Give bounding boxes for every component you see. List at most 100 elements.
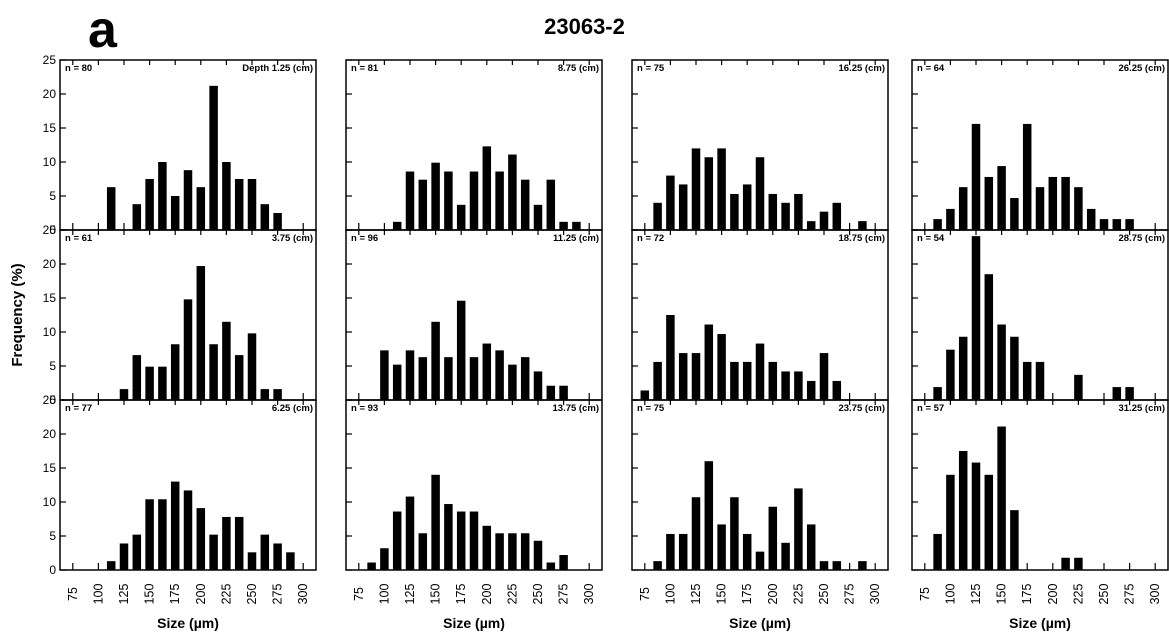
bar [209, 344, 218, 400]
y-tick-label: 10 [43, 495, 57, 509]
bar [691, 497, 701, 570]
bar [1061, 557, 1070, 570]
x-tick-label: 125 [969, 584, 983, 605]
bar [431, 162, 440, 230]
bar [546, 179, 556, 230]
sample-count-label: n = 54 [917, 233, 945, 244]
bar [666, 533, 675, 570]
bar [196, 266, 206, 400]
bar [469, 357, 479, 400]
bar [234, 179, 244, 230]
bar [781, 202, 790, 230]
y-tick-label: 20 [43, 87, 57, 101]
bar [145, 179, 154, 230]
x-tick-label: 200 [1046, 584, 1060, 605]
bar [806, 380, 816, 400]
x-tick-label: 150 [995, 584, 1009, 605]
bar [431, 321, 440, 400]
bar [971, 123, 981, 230]
bar [730, 497, 739, 570]
sample-count-label: n = 64 [917, 63, 945, 74]
bar [247, 179, 257, 230]
depth-label: 23.75 (cm) [839, 403, 885, 414]
x-axis-label: Size (µm) [729, 615, 791, 631]
bar [933, 533, 942, 570]
depth-label: 31.25 (cm) [1119, 403, 1165, 414]
bar [495, 533, 504, 570]
x-tick-label: 200 [194, 584, 208, 605]
bar [1010, 336, 1019, 400]
bar [482, 525, 492, 570]
depth-label: 16.25 (cm) [839, 63, 885, 74]
y-tick-label: 15 [43, 461, 57, 475]
bar [704, 461, 714, 570]
bar [495, 350, 504, 400]
sample-count-label: n = 57 [917, 403, 944, 414]
bar [222, 516, 231, 570]
bar [158, 499, 167, 570]
bar [508, 533, 517, 570]
bar [469, 511, 479, 570]
x-axis-label: Size (µm) [1009, 615, 1071, 631]
bar [533, 204, 543, 230]
x-tick-label: 175 [740, 584, 754, 605]
bar [119, 543, 129, 570]
bar [730, 193, 739, 230]
x-tick-label: 125 [403, 584, 417, 605]
y-tick-label: 15 [43, 121, 57, 135]
bar [520, 357, 530, 400]
bar [806, 221, 816, 230]
bar [653, 202, 662, 230]
bar [946, 474, 955, 570]
bar [234, 516, 244, 570]
bar [183, 170, 193, 230]
bar [1099, 219, 1109, 230]
depth-label: 26.25 (cm) [1119, 63, 1165, 74]
bar [946, 349, 955, 400]
bar [196, 187, 206, 230]
bar [971, 236, 981, 400]
x-tick-label: 100 [377, 584, 391, 605]
depth-label: 13.75 (cm) [553, 403, 599, 414]
bar [933, 387, 942, 400]
bar [405, 350, 415, 400]
depth-label: 3.75 (cm) [272, 233, 313, 244]
bar [495, 171, 504, 230]
bar [678, 533, 688, 570]
bar [819, 211, 829, 230]
panel-letter: a [88, 1, 117, 59]
bar [971, 462, 981, 570]
bar [691, 353, 701, 400]
x-tick-label: 200 [766, 584, 780, 605]
y-tick-label: 10 [43, 155, 57, 169]
sample-count-label: n = 61 [65, 233, 93, 244]
x-tick-label: 150 [715, 584, 729, 605]
bar [106, 561, 116, 570]
y-tick-label: 5 [49, 529, 56, 543]
bar [997, 166, 1006, 230]
bar [858, 221, 867, 230]
bar [755, 157, 765, 230]
bar [520, 179, 530, 230]
bar [1074, 557, 1083, 570]
bar [1074, 374, 1083, 400]
bar [1048, 176, 1058, 230]
x-tick-label: 275 [1123, 584, 1137, 605]
x-tick-label: 300 [582, 584, 596, 605]
bar [559, 221, 568, 230]
bar [456, 204, 466, 230]
x-tick-label: 300 [1148, 584, 1162, 605]
y-tick-label: 20 [43, 257, 57, 271]
bar [819, 561, 829, 570]
x-tick-label: 75 [918, 587, 932, 601]
bar [742, 533, 752, 570]
sample-count-label: n = 72 [637, 233, 664, 244]
bar [768, 506, 778, 570]
bar [533, 371, 543, 400]
x-tick-label: 275 [843, 584, 857, 605]
x-tick-label: 200 [480, 584, 494, 605]
bar [997, 426, 1006, 570]
bar [1125, 219, 1134, 230]
bar [653, 561, 662, 570]
